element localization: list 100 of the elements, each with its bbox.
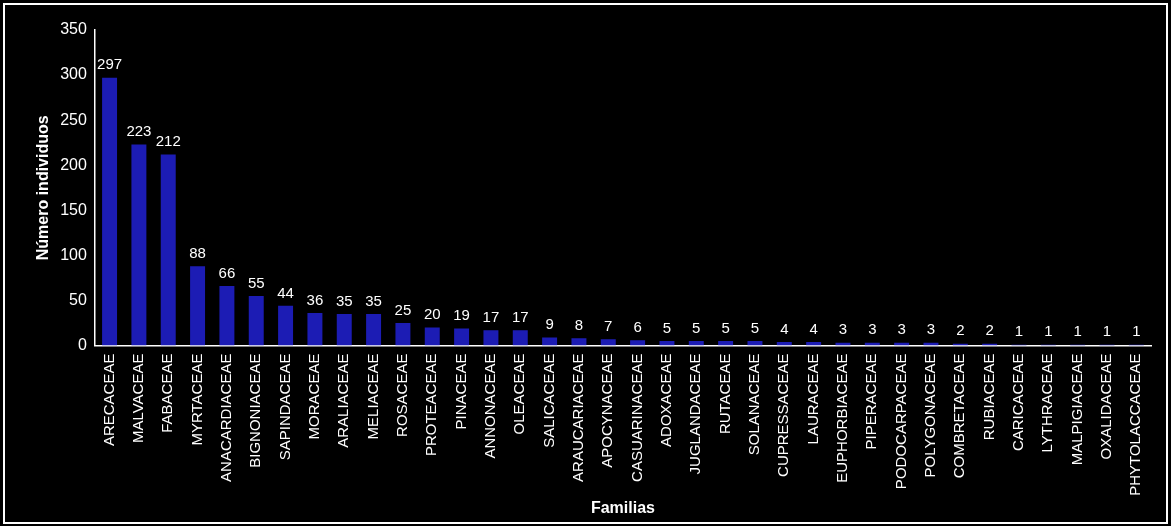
bar — [483, 330, 499, 346]
bar — [688, 341, 704, 346]
x-tick-label: ARAUCARIACEAE — [569, 353, 587, 482]
x-tick-label: MELIACEAE — [363, 353, 381, 440]
data-label: 5 — [721, 318, 730, 336]
bar — [248, 295, 264, 346]
x-tick-label: PIPERACEAE — [862, 353, 880, 450]
x-tick-label: SOLANACEAE — [745, 353, 763, 456]
data-label: 3 — [897, 320, 906, 338]
data-label: 9 — [545, 315, 554, 333]
x-tick-label: SAPINDACEAE — [275, 353, 293, 461]
bar — [366, 313, 382, 346]
y-tick-label: 50 — [69, 290, 87, 308]
data-label: 3 — [838, 320, 848, 338]
data-label: 4 — [809, 319, 818, 337]
y-tick-label: 150 — [60, 200, 87, 218]
y-tick-label: 250 — [60, 110, 87, 128]
bar — [102, 77, 118, 346]
data-label: 44 — [277, 283, 294, 301]
x-tick-label: JUGLANDACEAE — [686, 353, 704, 475]
x-tick-label: MYRTACEAE — [187, 353, 205, 446]
data-label: 88 — [189, 243, 206, 261]
x-tick-label: ARALIACEAE — [334, 353, 352, 448]
y-tick-label: 100 — [60, 245, 87, 263]
x-tick-label: CASUARINACEAE — [627, 353, 645, 482]
data-label: 66 — [218, 263, 236, 281]
data-label: 2 — [956, 321, 965, 339]
bar — [278, 305, 294, 346]
x-tick-label: MALVACEAE — [129, 353, 147, 444]
data-label: 212 — [155, 132, 181, 150]
x-tick-label: MORACEAE — [305, 353, 323, 440]
bar — [542, 337, 558, 346]
bar — [336, 313, 352, 346]
x-tick-label: FABACEAE — [158, 353, 176, 433]
x-tick-label: LYTHRACEAE — [1038, 353, 1056, 453]
data-label: 19 — [453, 306, 470, 324]
data-label: 4 — [780, 319, 789, 337]
x-tick-label: EUPHORBIACEAE — [833, 353, 851, 483]
x-tick-label: PROTEACEAE — [422, 353, 440, 457]
bar — [630, 340, 646, 346]
bar — [600, 339, 616, 346]
bar — [424, 327, 440, 346]
data-label: 1 — [1102, 322, 1112, 340]
bar — [160, 154, 176, 346]
data-label: 6 — [633, 317, 642, 335]
x-tick-label: PINACEAE — [451, 353, 469, 430]
data-label: 17 — [511, 307, 529, 325]
x-tick-label: ROSACEAE — [393, 353, 411, 437]
data-label: 35 — [365, 291, 382, 309]
x-tick-label: APOCYNACEAE — [598, 353, 616, 468]
data-label: 3 — [868, 320, 877, 338]
data-label: 3 — [926, 320, 936, 338]
data-label: 35 — [335, 291, 353, 309]
x-axis-title: Familias — [590, 498, 656, 516]
bar — [307, 313, 323, 346]
bar — [718, 341, 734, 346]
x-tick-label: ANACARDIACEAE — [217, 353, 235, 482]
data-label: 1 — [1014, 322, 1024, 340]
bar — [659, 341, 675, 346]
bar — [512, 330, 528, 346]
x-tick-label: POLYGONACEAE — [921, 353, 939, 478]
data-label: 17 — [482, 307, 500, 325]
x-tick-label: SALICACEAE — [539, 353, 557, 448]
data-label: 223 — [126, 122, 152, 140]
data-label: 5 — [750, 318, 760, 336]
x-tick-label: COMBRETACEAE — [950, 353, 968, 479]
bar — [395, 323, 411, 346]
bar — [454, 328, 470, 346]
x-tick-label: MALPIGIACEAE — [1067, 353, 1085, 466]
bar — [747, 341, 763, 346]
data-label: 1 — [1044, 322, 1053, 340]
x-tick-label: ANNONACEAE — [481, 353, 499, 459]
x-tick-label: OLEACEAE — [510, 353, 528, 435]
data-label: 1 — [1073, 322, 1082, 340]
bar — [190, 266, 206, 346]
x-tick-label: CUPRESSACEAE — [774, 353, 792, 477]
x-tick-label: OXALIDACEAE — [1097, 353, 1115, 460]
y-axis-title: Número individuos — [34, 115, 52, 261]
y-tick-label: 350 — [60, 20, 87, 38]
data-label: 7 — [604, 316, 613, 334]
x-tick-label: PHYTOLACCACEAE — [1126, 353, 1144, 496]
data-label: 1 — [1132, 322, 1141, 340]
data-label: 25 — [394, 300, 412, 318]
data-label: 36 — [306, 290, 324, 308]
x-tick-label: PODOCARPACEAE — [891, 353, 909, 490]
x-tick-label: CARICACEAE — [1009, 353, 1027, 452]
x-tick-label: ADOXACEAE — [657, 353, 675, 447]
data-label: 297 — [97, 55, 123, 73]
y-tick-label: 0 — [77, 335, 87, 353]
y-tick-label: 300 — [60, 65, 87, 83]
y-tick-label: 200 — [60, 155, 87, 173]
data-label: 5 — [692, 318, 701, 336]
x-tick-label: RUTACEAE — [715, 353, 733, 435]
data-label: 8 — [574, 315, 584, 333]
data-label: 2 — [985, 321, 994, 339]
x-tick-label: LAURACEAE — [803, 353, 821, 445]
bar — [131, 144, 147, 346]
x-tick-label: BIGNONIACEAE — [246, 353, 264, 468]
x-tick-label: ARECACEAE — [99, 353, 117, 447]
x-tick-label: RUBIACEAE — [979, 353, 997, 441]
